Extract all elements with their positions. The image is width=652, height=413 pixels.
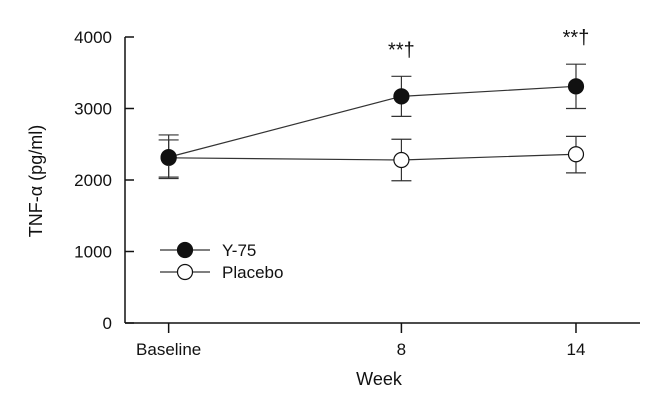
legend-filled-marker (176, 241, 194, 259)
x-axis-ticks: Baseline 8 14 (136, 323, 585, 359)
legend-label: Y-75 (222, 241, 256, 260)
x-axis-title: Week (356, 369, 403, 389)
data-point (160, 149, 177, 166)
y-axis-ticks: 0 1000 2000 3000 4000 (74, 28, 134, 333)
x-tick-label: 14 (567, 340, 586, 359)
y-tick-label: 1000 (74, 243, 112, 262)
legend: Y-75 Placebo (160, 241, 283, 282)
series-line (168, 85, 577, 158)
y-tick-label: 4000 (74, 28, 112, 47)
y-tick-label: 0 (103, 314, 112, 333)
annotation-layer: **† **† (388, 27, 589, 61)
significance-annotation: **† (563, 27, 590, 49)
data-point (393, 151, 410, 169)
x-tick-label: Baseline (136, 340, 201, 359)
series-layer (158, 63, 586, 182)
data-point (393, 88, 410, 105)
x-tick-label: 8 (397, 340, 406, 359)
data-point (567, 78, 585, 95)
y-axis-title: TNF-α (pg/ml) (26, 125, 46, 237)
series-y-75 (158, 63, 586, 180)
series-line (168, 153, 577, 161)
significance-annotation: **† (388, 39, 415, 61)
legend-open-marker (176, 263, 194, 281)
y-tick-label: 2000 (74, 171, 112, 190)
data-point (567, 146, 585, 163)
legend-label: Placebo (222, 263, 283, 282)
y-tick-label: 3000 (74, 100, 112, 119)
chart-axes (124, 37, 640, 324)
